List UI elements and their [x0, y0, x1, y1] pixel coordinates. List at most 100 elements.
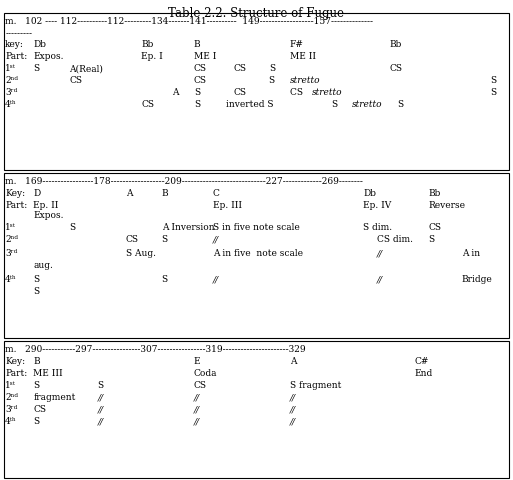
Text: Part:: Part:	[5, 369, 27, 377]
Text: //: //	[97, 393, 104, 401]
Text: Ep. II: Ep. II	[33, 201, 58, 209]
Text: //: //	[194, 393, 200, 401]
Text: fragment: fragment	[33, 393, 76, 401]
Text: D: D	[33, 189, 41, 197]
Text: m.   169-----------------178------------------209----------------------------227: m. 169-----------------178--------------…	[5, 177, 363, 185]
Text: CS: CS	[194, 381, 207, 389]
Text: S dim.: S dim.	[363, 223, 392, 231]
Text: Key:: Key:	[5, 189, 25, 197]
Text: 2ⁿᵈ: 2ⁿᵈ	[5, 393, 18, 401]
Text: stretto: stretto	[351, 100, 382, 109]
Text: S: S	[33, 287, 40, 296]
Text: 1ˢᵗ: 1ˢᵗ	[5, 381, 16, 389]
Text: CS: CS	[194, 64, 207, 73]
Text: stretto: stretto	[312, 88, 342, 97]
Text: S: S	[69, 223, 75, 231]
Text: Part:: Part:	[5, 52, 27, 60]
Text: A in: A in	[462, 249, 480, 258]
Text: Ep. III: Ep. III	[213, 201, 242, 209]
Text: C: C	[213, 189, 220, 197]
Text: 2ⁿᵈ: 2ⁿᵈ	[5, 235, 18, 243]
Text: CS dim.: CS dim.	[377, 235, 413, 243]
Text: //: //	[290, 417, 296, 425]
Text: A(Real): A(Real)	[69, 64, 103, 73]
Text: Bb: Bb	[390, 40, 402, 48]
Text: //: //	[194, 405, 200, 413]
Text: A Inversion: A Inversion	[162, 223, 214, 231]
Text: Db: Db	[363, 189, 376, 197]
Text: CS: CS	[233, 88, 246, 97]
Text: CS: CS	[141, 100, 154, 109]
Text: ME III: ME III	[33, 369, 63, 377]
Text: S: S	[428, 235, 435, 243]
Text: A: A	[172, 88, 179, 97]
Text: //: //	[213, 235, 219, 243]
Text: m.   290-----------297----------------307----------------319--------------------: m. 290-----------297----------------307-…	[5, 345, 306, 353]
Text: S: S	[162, 275, 168, 284]
Text: F#: F#	[290, 40, 304, 48]
Text: CS: CS	[33, 405, 46, 413]
Text: 1ˢᵗ: 1ˢᵗ	[5, 64, 16, 73]
Text: Ep. IV: Ep. IV	[363, 201, 391, 209]
FancyBboxPatch shape	[4, 174, 509, 338]
Text: inverted S: inverted S	[226, 100, 273, 109]
Text: S: S	[398, 100, 404, 109]
Text: B: B	[33, 357, 40, 365]
Text: S in five note scale: S in five note scale	[213, 223, 300, 231]
Text: //: //	[377, 249, 383, 258]
Text: 3ʳᵈ: 3ʳᵈ	[5, 249, 17, 258]
Text: S: S	[97, 381, 104, 389]
Text: S: S	[33, 381, 40, 389]
FancyBboxPatch shape	[4, 14, 509, 170]
Text: A in five  note scale: A in five note scale	[213, 249, 303, 258]
FancyBboxPatch shape	[4, 342, 509, 478]
Text: CS: CS	[390, 64, 403, 73]
Text: 1ˢᵗ: 1ˢᵗ	[5, 223, 16, 231]
Text: //: //	[290, 393, 296, 401]
Text: A: A	[290, 357, 297, 365]
Text: S: S	[33, 417, 40, 425]
Text: S: S	[194, 100, 200, 109]
Text: S: S	[162, 235, 168, 243]
Text: ME II: ME II	[290, 52, 316, 60]
Text: m.   102 ---- 112----------112---------134-------141----------  149-------------: m. 102 ---- 112----------112---------134…	[5, 17, 373, 26]
Text: Db: Db	[33, 40, 46, 48]
Text: stretto: stretto	[290, 76, 320, 85]
Text: 3ʳᵈ: 3ʳᵈ	[5, 88, 17, 97]
Text: Reverse: Reverse	[428, 201, 465, 209]
Text: B: B	[194, 40, 201, 48]
Text: S: S	[269, 64, 275, 73]
Text: B: B	[162, 189, 168, 197]
Text: S: S	[332, 100, 342, 109]
Text: Expos.: Expos.	[33, 211, 64, 220]
Text: S: S	[33, 275, 40, 284]
Text: ---------: ---------	[5, 29, 32, 38]
Text: Bb: Bb	[141, 40, 153, 48]
Text: CS: CS	[69, 76, 82, 85]
Text: //: //	[194, 417, 200, 425]
Text: 4ᵗʰ: 4ᵗʰ	[5, 275, 17, 284]
Text: //: //	[97, 417, 104, 425]
Text: 4ᵗʰ: 4ᵗʰ	[5, 417, 17, 425]
Text: C#: C#	[415, 357, 429, 365]
Text: Coda: Coda	[194, 369, 218, 377]
Text: A: A	[126, 189, 132, 197]
Text: 4ᵗʰ: 4ᵗʰ	[5, 100, 17, 109]
Text: S: S	[490, 88, 496, 97]
Text: Part:: Part:	[5, 201, 27, 209]
Text: //: //	[290, 405, 296, 413]
Text: Bb: Bb	[428, 189, 441, 197]
Text: 2ⁿᵈ: 2ⁿᵈ	[5, 76, 18, 85]
Text: Bridge: Bridge	[462, 275, 492, 284]
Text: S: S	[33, 64, 40, 73]
Text: Expos.: Expos.	[33, 52, 64, 60]
Text: S fragment: S fragment	[290, 381, 341, 389]
Text: 3ʳᵈ: 3ʳᵈ	[5, 405, 17, 413]
Text: CS: CS	[290, 88, 306, 97]
Text: Ep. I: Ep. I	[141, 52, 163, 60]
Text: ME I: ME I	[194, 52, 216, 60]
Text: //: //	[97, 405, 104, 413]
Text: CS: CS	[194, 76, 207, 85]
Text: Table 2.2. Structure of Fugue: Table 2.2. Structure of Fugue	[168, 7, 345, 20]
Text: key:: key:	[5, 40, 24, 48]
